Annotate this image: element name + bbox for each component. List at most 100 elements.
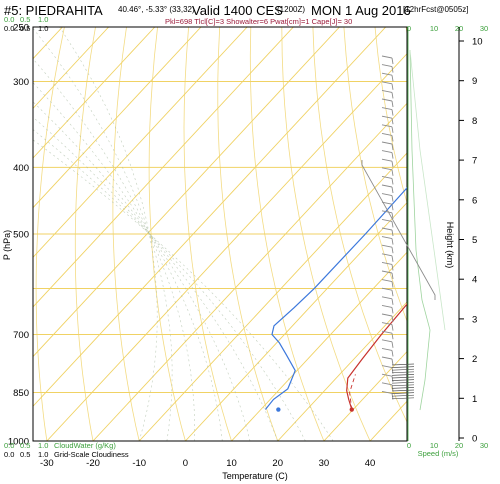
wind-barb-flag	[381, 210, 393, 214]
dry-adiabat	[374, 27, 407, 205]
wind-barb-flag	[381, 339, 393, 343]
dewpoint-line	[264, 187, 407, 410]
wind-barb-flag	[381, 313, 393, 317]
low-level-wind-barb	[391, 384, 415, 387]
wind-barb	[391, 66, 394, 73]
height-tick-label: 3	[472, 314, 477, 325]
moist-adiabat	[33, 82, 223, 441]
cloudiness-tick-bottom: 0.5	[20, 450, 30, 459]
moist-adiabat	[33, 139, 334, 441]
wind-barb-flag	[381, 81, 393, 85]
low-level-wind-barb	[391, 371, 415, 374]
temperature-axis-label: Temperature (C)	[222, 471, 288, 481]
moist-adiabat	[33, 116, 278, 441]
wind-barb-flag	[381, 158, 393, 162]
low-level-wind-barb	[391, 381, 415, 384]
wind-barb-flag	[381, 279, 393, 283]
low-level-wind-barb	[391, 397, 415, 400]
forecast-date: MON 1 Aug 2016	[311, 3, 411, 18]
pressure-tick-label: 400	[13, 163, 29, 174]
pressure-axis-label: P (hPa)	[2, 230, 12, 260]
cloud-water-tick-top: 1.0	[38, 15, 48, 24]
wind-barb-flag	[381, 356, 393, 360]
wind-barb	[391, 143, 394, 151]
pressure-tick-label: 700	[13, 330, 29, 341]
speed-axis-label: Speed (m/s)	[418, 449, 459, 458]
wind-barb	[391, 298, 394, 305]
wind-barb-flag	[381, 322, 393, 326]
wind-barb-flag	[381, 193, 393, 197]
wind-barb	[391, 83, 394, 90]
wind-barb-flag	[381, 167, 393, 171]
speed-tick-top: 10	[430, 24, 438, 33]
isotherm-line	[33, 27, 202, 209]
cloud-water-tick-top: 0.0	[4, 15, 14, 24]
cloudiness-tick-top: 0.0	[4, 24, 14, 33]
isotherm-line	[416, 27, 500, 441]
wind-speed-profile-2	[409, 49, 446, 331]
low-level-wind-barb	[391, 374, 415, 376]
wind-barb	[391, 272, 394, 280]
dry-adiabat	[112, 27, 140, 441]
wind-barb	[391, 57, 394, 65]
moist-adiabat	[33, 27, 173, 441]
speed-tick-top: 20	[455, 24, 463, 33]
temperature-tick-label: 20	[272, 458, 283, 469]
low-level-wind-barb	[391, 368, 415, 371]
main-plot-frame	[32, 26, 408, 442]
dry-adiabat	[217, 27, 279, 441]
wind-barbs	[361, 49, 446, 411]
parcel-line	[349, 374, 356, 410]
wind-barb	[391, 315, 394, 323]
speed-tick-bottom: 10	[430, 441, 438, 450]
wind-barb	[391, 247, 394, 254]
temperature-line	[346, 303, 407, 410]
cloudiness-tick-bottom: 0.0	[4, 450, 14, 459]
wind-barb	[391, 229, 394, 237]
low-level-wind-barb	[391, 376, 415, 379]
wind-barb	[391, 169, 394, 176]
isotherm-line	[33, 27, 294, 308]
low-level-wind-barb	[391, 389, 415, 392]
temperature-tick-label: 30	[319, 458, 330, 469]
wind-barb-flag	[381, 227, 393, 231]
wind-barb	[391, 100, 394, 108]
wind-barb	[391, 135, 394, 142]
wind-barb-flag	[381, 296, 393, 300]
cloud-water-tick-bottom: 0.0	[4, 441, 14, 450]
height-tick-label: 1	[472, 394, 477, 405]
wind-barb	[391, 92, 394, 99]
wind-barb	[391, 186, 394, 194]
wind-barb-flag	[381, 304, 393, 308]
wind-barb-flag	[381, 132, 393, 136]
wind-barb-flag	[381, 64, 393, 68]
temperature-tick-label: 0	[183, 458, 188, 469]
wind-barb	[391, 264, 394, 271]
cloud-water-tick-top: 0.5	[20, 15, 30, 24]
wind-barb	[391, 75, 394, 82]
wind-barb	[391, 204, 394, 211]
pressure-tick-label: 250	[13, 23, 29, 34]
wind-barb-flag	[381, 253, 393, 257]
isotherm-line	[46, 53, 407, 441]
moist-adiabat	[33, 129, 306, 441]
wind-barb-flag	[381, 150, 393, 154]
isotherm-line	[92, 102, 407, 441]
isotherm-line	[231, 251, 407, 441]
wind-barb-flag	[381, 373, 393, 377]
height-axis-label: Height (km)	[445, 222, 455, 269]
dry-adiabat	[74, 27, 96, 441]
low-level-wind-barb	[391, 394, 415, 397]
low-level-wind-barb	[391, 387, 415, 389]
wind-barb-flag	[381, 261, 393, 265]
wind-barb-flag	[381, 244, 393, 248]
wind-barb	[391, 350, 394, 357]
cloud-water-tick-bottom: 1.0	[38, 441, 48, 450]
wind-barb-flag	[381, 287, 393, 291]
low-level-wind-barb	[391, 379, 415, 381]
temperature-tick-label: 10	[226, 458, 237, 469]
low-level-wind-barb	[391, 392, 415, 394]
speed-tick-top: 0	[407, 24, 411, 33]
isotherm-line	[33, 27, 156, 159]
